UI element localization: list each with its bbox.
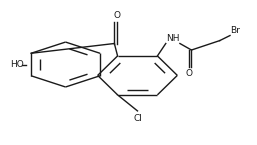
Text: HO: HO — [10, 60, 24, 69]
Text: Cl: Cl — [133, 114, 142, 123]
Text: NH: NH — [166, 34, 179, 43]
Text: Br: Br — [230, 26, 240, 35]
Text: O: O — [185, 69, 192, 78]
Text: O: O — [113, 11, 121, 20]
